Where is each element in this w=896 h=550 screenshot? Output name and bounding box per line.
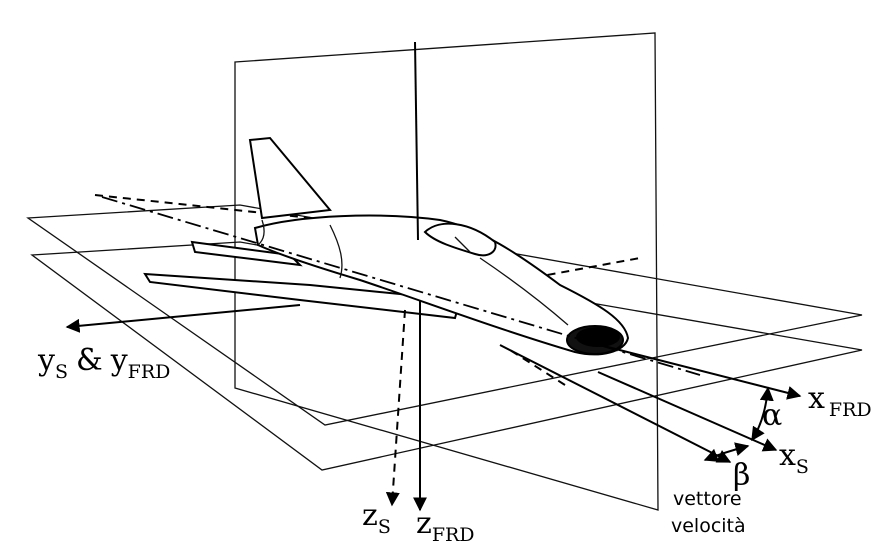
z-s-axis [385, 309, 406, 507]
alpha-label: α [762, 398, 782, 433]
horizontal-plane-s [30, 241, 863, 471]
y-axis [65, 304, 301, 333]
velocity-vector [499, 344, 732, 463]
z-s-label: zS [362, 498, 391, 538]
velocity-label-line1: vettore [673, 488, 742, 510]
velocity-dashed [509, 349, 566, 386]
y-axis-label: yS & yFRD [37, 343, 170, 383]
body-centerline [101, 196, 701, 376]
x-s-label: xS [779, 438, 809, 478]
velocity-label-line2: velocità [671, 515, 746, 537]
alpha-arc [751, 386, 774, 442]
x-frd-label: x FRD [808, 381, 872, 421]
z-frd-label: zFRD [416, 506, 475, 546]
z-frd-axis-upper [414, 41, 419, 241]
x-s-axis [597, 371, 778, 452]
horizontal-plane-frd [26, 204, 863, 426]
beta-label: β [733, 458, 750, 493]
aircraft [143, 136, 630, 356]
beta-arc [703, 442, 750, 462]
